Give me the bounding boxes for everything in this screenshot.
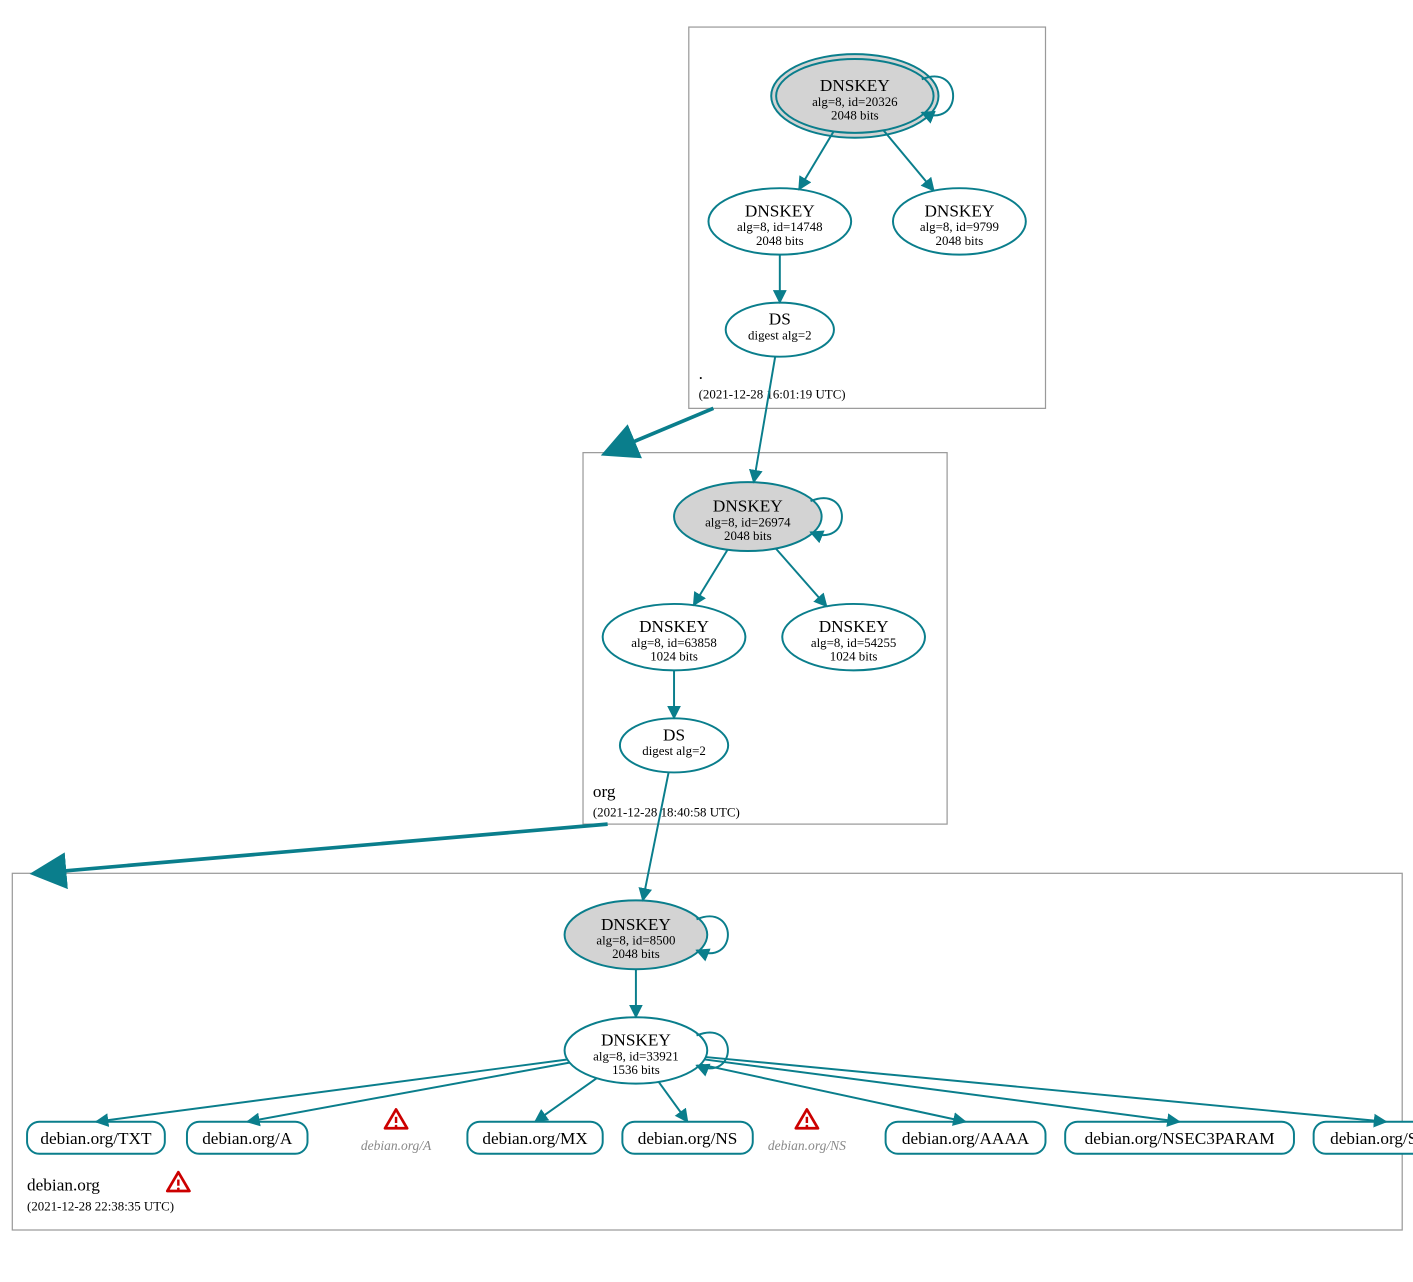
node-title-o_ds: DS: [663, 725, 685, 744]
edge: [535, 1078, 597, 1122]
edge: [701, 1064, 966, 1121]
svg-text:1536 bits: 1536 bits: [612, 1062, 660, 1077]
record-label-l_mx: debian.org/MX: [482, 1129, 588, 1148]
edge: [247, 1063, 569, 1122]
svg-text:1024 bits: 1024 bits: [650, 649, 698, 664]
zone-edge: [608, 408, 714, 452]
node-title-o_ksk: DNSKEY: [713, 497, 783, 516]
record-label-l_soa: debian.org/SOA: [1330, 1129, 1413, 1148]
zone-timestamp-root: (2021-12-28 16:01:19 UTC): [699, 387, 846, 402]
warn-label-w_a: debian.org/A: [361, 1138, 432, 1153]
node-title-d_ksk: DNSKEY: [601, 915, 671, 934]
edge: [694, 550, 728, 605]
svg-text:1024 bits: 1024 bits: [830, 649, 878, 664]
edge: [643, 772, 669, 900]
record-label-l_aaaa: debian.org/AAAA: [902, 1129, 1030, 1148]
edge: [754, 357, 775, 483]
edge: [799, 131, 834, 189]
svg-text:digest alg=2: digest alg=2: [748, 327, 812, 342]
edge: [96, 1059, 567, 1121]
node-title-o_zsk1: DNSKEY: [639, 617, 709, 636]
svg-text:2048 bits: 2048 bits: [612, 946, 660, 961]
node-title-r_ksk: DNSKEY: [820, 76, 890, 95]
record-label-l_ns: debian.org/NS: [638, 1129, 738, 1148]
record-label-l_txt: debian.org/TXT: [40, 1129, 152, 1148]
edge: [776, 548, 827, 606]
edge: [883, 130, 933, 190]
node-title-r_zsk1: DNSKEY: [745, 201, 815, 220]
svg-text:digest alg=2: digest alg=2: [642, 743, 706, 758]
node-title-o_zsk2: DNSKEY: [819, 617, 889, 636]
dnssec-graph: . (2021-12-28 16:01:19 UTC) org (2021-12-28…: [0, 0, 1413, 1282]
zone-timestamp-debian: (2021-12-28 22:38:35 UTC): [27, 1198, 174, 1213]
node-title-r_ds: DS: [769, 310, 791, 329]
zone-label-debian: debian.org: [27, 1176, 100, 1195]
warn-label-w_ns: debian.org/NS: [768, 1138, 846, 1153]
edge: [705, 1059, 1180, 1121]
zone-label-root: .: [699, 364, 703, 383]
zone-edge: [37, 824, 608, 873]
node-title-r_zsk2: DNSKEY: [924, 201, 994, 220]
record-label-l_nsec: debian.org/NSEC3PARAM: [1085, 1129, 1275, 1148]
zone-timestamp-org: (2021-12-28 18:40:58 UTC): [593, 805, 740, 820]
svg-text:2048 bits: 2048 bits: [756, 233, 804, 248]
edge: [659, 1082, 688, 1122]
record-label-l_a: debian.org/A: [202, 1129, 293, 1148]
node-title-d_zsk: DNSKEY: [601, 1031, 671, 1050]
svg-text:2048 bits: 2048 bits: [831, 107, 879, 122]
svg-text:2048 bits: 2048 bits: [936, 233, 984, 248]
zone-label-org: org: [593, 782, 616, 801]
svg-text:2048 bits: 2048 bits: [724, 528, 772, 543]
